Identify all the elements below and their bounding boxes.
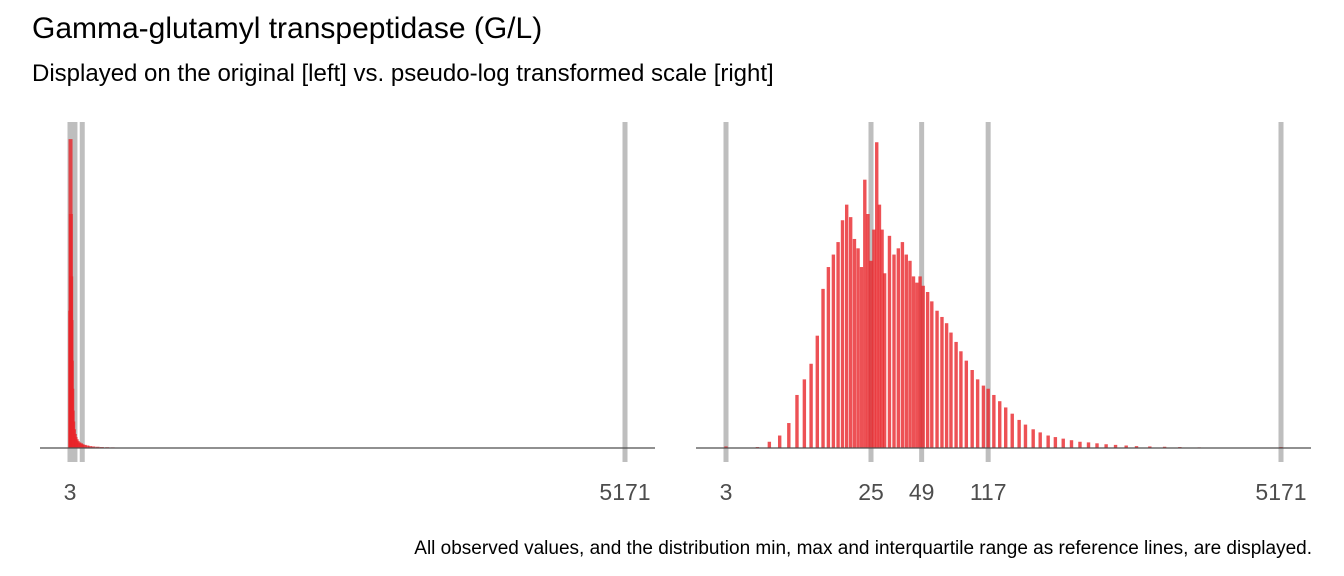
histogram-bar	[777, 435, 782, 448]
histogram-bar	[866, 214, 870, 448]
histogram-bar	[840, 220, 845, 448]
x-tick-label: 5171	[1255, 479, 1306, 505]
x-tick-label: 3	[720, 479, 733, 505]
histogram-bar	[831, 254, 836, 448]
histogram-bar	[826, 267, 831, 448]
histogram-bar	[975, 379, 980, 448]
histogram-bar	[875, 142, 879, 449]
histogram-bar	[863, 179, 867, 448]
histogram-bar	[815, 335, 820, 448]
histogram-bar	[949, 332, 953, 448]
histogram-bar	[896, 248, 901, 448]
histogram-bar	[892, 254, 896, 448]
histogram-bar	[930, 301, 934, 448]
histogram-bar	[802, 379, 807, 448]
chart-subtitle: Displayed on the original [left] vs. pse…	[32, 60, 774, 87]
x-tick-label: 5171	[599, 479, 650, 505]
histogram-bar	[887, 235, 892, 448]
histogram-bar	[880, 229, 884, 448]
histogram-bar	[852, 238, 857, 448]
histogram-bar	[935, 310, 939, 448]
histogram-bar	[915, 282, 919, 448]
histogram-bar	[877, 204, 882, 448]
x-tick-label: 117	[970, 479, 1007, 505]
histogram-bar	[80, 444, 85, 448]
histogram-bar	[1078, 441, 1082, 448]
histogram-bar	[1134, 446, 1139, 448]
histogram-bar	[1046, 435, 1050, 448]
histogram-bar	[1162, 446, 1167, 448]
histogram-bar	[809, 363, 813, 448]
histogram-bar	[1023, 424, 1028, 448]
histogram-bar	[95, 446, 100, 448]
histogram-bar	[91, 446, 96, 448]
histogram-bar	[921, 285, 925, 448]
histogram-bar	[1061, 438, 1065, 448]
histogram-bar	[970, 370, 974, 448]
histogram-bar	[1010, 413, 1014, 448]
histogram-bar	[1017, 419, 1021, 448]
histogram-bar	[836, 242, 840, 448]
histogram-bar	[944, 323, 949, 448]
histogram-bar	[848, 217, 853, 448]
histogram-bar	[959, 351, 963, 448]
histogram-bar	[1095, 443, 1099, 448]
histogram-bar	[981, 385, 986, 448]
histogram-bar	[856, 248, 860, 448]
histogram-bar	[911, 276, 916, 448]
histogram-bar	[908, 260, 912, 448]
histogram-bar	[869, 260, 873, 448]
histogram-bar	[844, 204, 849, 448]
chart-title: Gamma-glutamyl transpeptidase (G/L)	[32, 12, 543, 45]
histogram-bar	[1113, 444, 1118, 448]
histogram-bar	[787, 423, 791, 448]
histogram-bar	[85, 445, 90, 448]
histogram-bar	[88, 446, 93, 448]
histogram-bar	[872, 229, 876, 448]
histogram-bar	[1038, 432, 1042, 448]
histogram-bar	[918, 276, 922, 448]
histogram-bar	[795, 394, 799, 448]
histogram-bar	[1148, 446, 1152, 448]
panel-pseudo-log-scale: 3 25 49 117 5171	[696, 122, 1311, 505]
histogram-bar	[992, 394, 996, 448]
histogram-bar	[1004, 407, 1008, 448]
histogram-bar	[900, 242, 905, 448]
histogram-bar	[724, 446, 728, 448]
histogram-bar	[1124, 445, 1128, 448]
histogram-bar	[986, 388, 990, 448]
histogram-bar	[82, 444, 87, 448]
chart-caption: All observed values, and the distributio…	[414, 538, 1312, 559]
histogram-bar	[998, 401, 1002, 448]
histogram-bar	[904, 254, 908, 448]
x-tick-label: 49	[909, 479, 935, 505]
histogram-bar	[940, 316, 944, 448]
histogram-bar	[859, 267, 864, 448]
panel-original-scale: 3 5171	[40, 122, 655, 505]
histogram-bar	[1086, 442, 1091, 448]
histogram-bar	[767, 441, 772, 448]
histogram-bar	[882, 273, 887, 448]
histogram-bar	[1053, 437, 1058, 448]
histogram-bar	[1031, 429, 1035, 448]
histogram-bar	[1069, 440, 1074, 448]
histogram-bar	[954, 341, 958, 448]
histogram-bar	[821, 288, 825, 448]
x-tick-label: 3	[64, 479, 77, 505]
x-tick-label: 25	[858, 479, 884, 505]
histogram-bar	[925, 292, 930, 448]
histogram-bar	[1104, 444, 1108, 448]
histogram-bar	[964, 360, 969, 448]
